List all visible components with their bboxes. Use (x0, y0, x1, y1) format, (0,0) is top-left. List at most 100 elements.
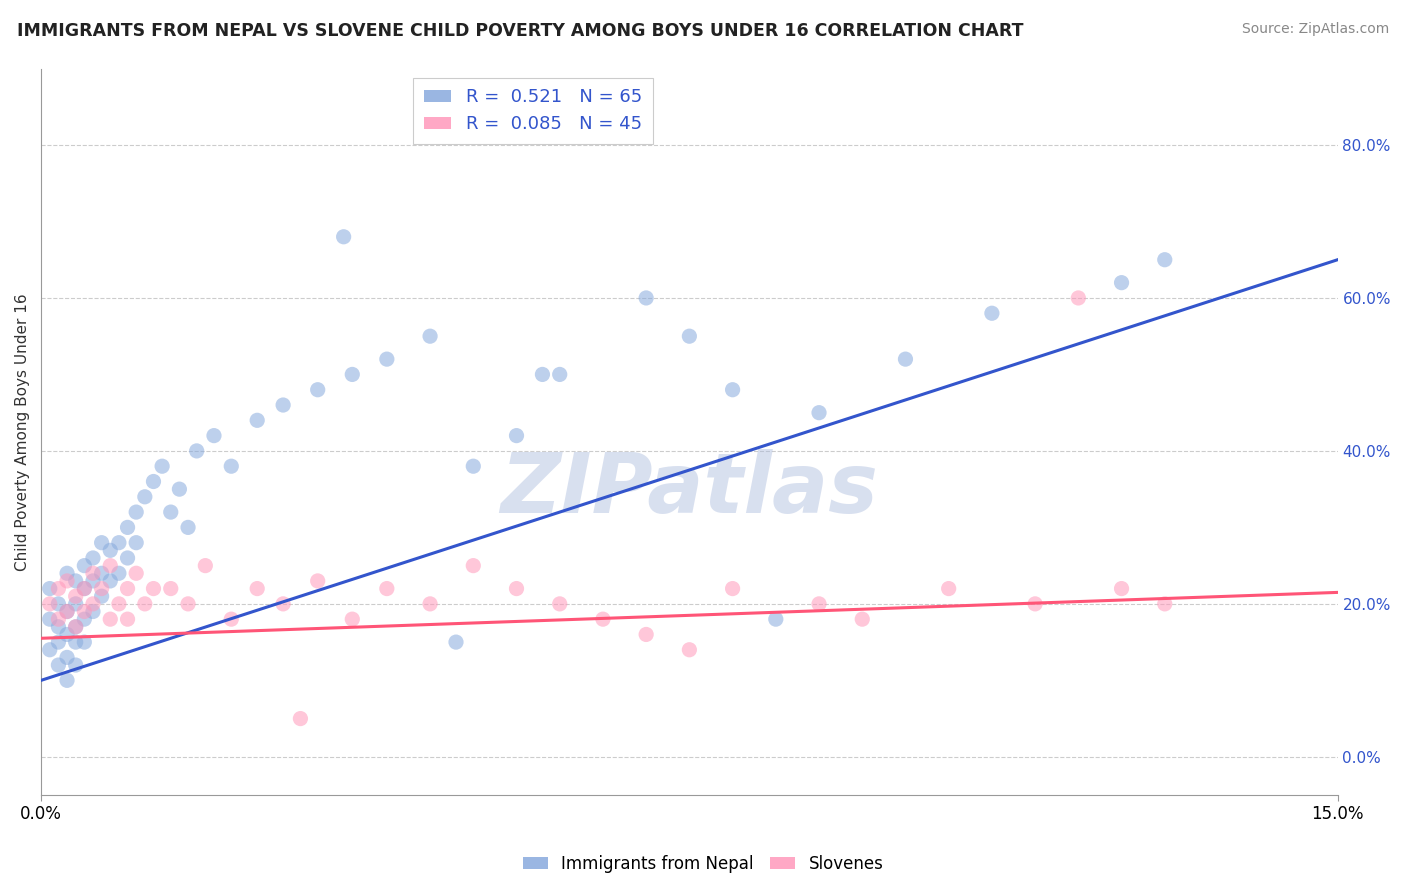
Text: ZIPatlas: ZIPatlas (501, 450, 879, 531)
Point (56, 566, 79, 581)
Point (73, 558, 96, 573)
Point (375, 582, 398, 596)
Point (134, 490, 156, 504)
Point (1153, 597, 1175, 611)
Point (38, 582, 60, 596)
Point (48, 635, 70, 649)
Point (419, 329, 441, 343)
Point (169, 482, 191, 496)
Point (65, 635, 87, 649)
Point (851, 612, 873, 626)
Point (307, 383, 329, 397)
Point (98, 543, 121, 558)
Point (125, 535, 148, 549)
Point (938, 582, 960, 596)
Point (186, 444, 208, 458)
Point (419, 597, 441, 611)
Point (117, 612, 139, 626)
Point (108, 597, 131, 611)
Point (90, 582, 112, 596)
Point (463, 459, 485, 474)
Text: IMMIGRANTS FROM NEPAL VS SLOVENE CHILD POVERTY AMONG BOYS UNDER 16 CORRELATION C: IMMIGRANTS FROM NEPAL VS SLOVENE CHILD P… (17, 22, 1024, 40)
Point (56, 605, 79, 619)
Point (134, 597, 156, 611)
Point (980, 306, 1002, 320)
Point (38, 612, 60, 626)
Point (246, 582, 269, 596)
Point (721, 383, 744, 397)
Point (1111, 276, 1133, 290)
Point (90, 589, 112, 603)
Point (678, 329, 700, 343)
Point (98, 574, 121, 588)
Point (117, 582, 139, 596)
Point (159, 505, 181, 519)
Point (1067, 291, 1090, 305)
Point (342, 612, 364, 626)
Point (271, 398, 294, 412)
Point (1153, 252, 1175, 267)
Point (342, 368, 364, 382)
Point (48, 597, 70, 611)
Point (56, 605, 79, 619)
Point (1024, 597, 1046, 611)
Point (73, 612, 96, 626)
Point (56, 574, 79, 588)
Point (108, 566, 131, 581)
Point (82, 551, 104, 566)
Point (117, 551, 139, 566)
Point (125, 566, 148, 581)
Point (56, 627, 79, 641)
Point (142, 582, 165, 596)
Point (721, 582, 744, 596)
Point (505, 582, 527, 596)
Point (548, 368, 571, 382)
Point (177, 597, 200, 611)
Point (117, 520, 139, 534)
Point (271, 597, 294, 611)
Point (56, 673, 79, 688)
Point (290, 712, 312, 726)
Point (219, 459, 242, 474)
Point (48, 658, 70, 673)
Point (90, 566, 112, 581)
Point (82, 574, 104, 588)
Point (159, 582, 181, 596)
Point (65, 620, 87, 634)
Point (65, 597, 87, 611)
Point (636, 291, 658, 305)
Point (142, 475, 165, 489)
Point (90, 535, 112, 549)
Point (177, 520, 200, 534)
Point (307, 574, 329, 588)
Point (150, 459, 173, 474)
Point (678, 642, 700, 657)
Point (73, 605, 96, 619)
Point (194, 558, 217, 573)
Point (73, 582, 96, 596)
Point (65, 589, 87, 603)
Point (82, 566, 104, 581)
Point (65, 574, 87, 588)
Point (246, 413, 269, 427)
Point (82, 605, 104, 619)
Point (73, 582, 96, 596)
Point (48, 582, 70, 596)
Text: Source: ZipAtlas.com: Source: ZipAtlas.com (1241, 22, 1389, 37)
Point (98, 612, 121, 626)
Point (592, 612, 614, 626)
Legend: Immigrants from Nepal, Slovenes: Immigrants from Nepal, Slovenes (516, 848, 890, 880)
Point (219, 612, 242, 626)
Point (73, 635, 96, 649)
Point (56, 650, 79, 665)
Point (125, 505, 148, 519)
Point (531, 368, 554, 382)
Point (505, 428, 527, 442)
Y-axis label: Child Poverty Among Boys Under 16: Child Poverty Among Boys Under 16 (15, 293, 30, 571)
Point (38, 642, 60, 657)
Point (38, 597, 60, 611)
Point (98, 558, 121, 573)
Point (444, 635, 467, 649)
Point (636, 627, 658, 641)
Legend: R =  0.521   N = 65, R =  0.085   N = 45: R = 0.521 N = 65, R = 0.085 N = 45 (413, 78, 652, 145)
